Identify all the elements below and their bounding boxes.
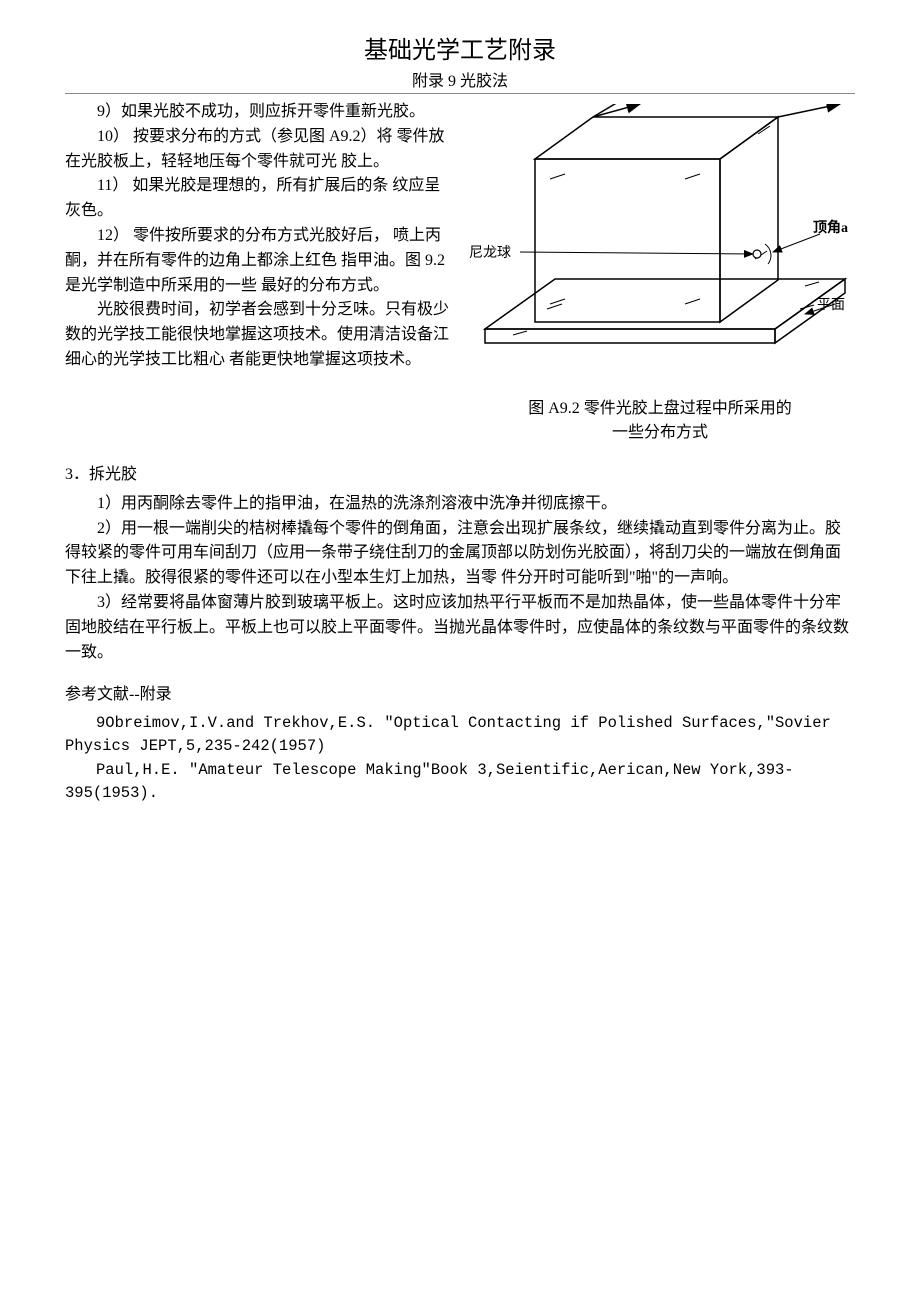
section3-p3: 3）经常要将晶体窗薄片胶到玻璃平板上。这时应该加热平行平板而不是加热晶体，使一些… xyxy=(65,591,855,665)
references-heading: 参考文献--附录 xyxy=(65,683,855,708)
figure-column: 尼龙球 顶角a 平面 图 A9.2 零件光胶上盘过程中所采用的 一些分布方式 xyxy=(465,100,855,445)
reference-1: 9Obreimov,I.V.and Trekhov,E.S. "Optical … xyxy=(65,712,855,759)
section3-p1: 1）用丙酮除去零件上的指甲油，在温热的洗涤剂溶液中洗净并彻底擦干。 xyxy=(65,492,855,517)
paragraph-12: 12） 零件按所要求的分布方式光胶好后， 喷上丙酮，并在所有零件的边角上都涂上红… xyxy=(65,224,455,298)
paragraph-11: 11） 如果光胶是理想的，所有扩展后的条 纹应呈灰色。 xyxy=(65,174,455,224)
section-3-heading: 3．拆光胶 xyxy=(65,463,855,488)
label-nylon-text: 尼龙球 xyxy=(469,245,511,261)
two-column-layout: 9）如果光胶不成功，则应拆开零件重新光胶。 10） 按要求分布的方式（参见图 A… xyxy=(65,100,855,445)
label-plane-text: 平面 xyxy=(817,298,845,313)
left-text-column: 9）如果光胶不成功，则应拆开零件重新光胶。 10） 按要求分布的方式（参见图 A… xyxy=(65,100,455,445)
paragraph-10: 10） 按要求分布的方式（参见图 A9.2）将 零件放在光胶板上，轻轻地压每个零… xyxy=(65,125,455,175)
reference-2: Paul,H.E. "Amateur Telescope Making"Book… xyxy=(65,759,855,806)
figure-caption-line1: 图 A9.2 零件光胶上盘过程中所采用的 xyxy=(465,397,855,421)
figure-caption: 图 A9.2 零件光胶上盘过程中所采用的 一些分布方式 xyxy=(465,397,855,445)
paragraph-9: 9）如果光胶不成功，则应拆开零件重新光胶。 xyxy=(65,100,455,125)
paragraph-13: 光胶很费时间，初学者会感到十分乏味。只有极少数的光学技工能很快地掌握这项技术。使… xyxy=(65,298,455,372)
references-block: 9Obreimov,I.V.and Trekhov,E.S. "Optical … xyxy=(65,712,855,805)
section3-p2: 2）用一根一端削尖的桔树棒撬每个零件的倒角面，注意会出现扩展条纹，继续撬动直到零… xyxy=(65,517,855,591)
figure-diagram: 尼龙球 顶角a 平面 xyxy=(465,104,855,384)
page-subtitle: 附录 9 光胶法 xyxy=(65,67,855,91)
figure-caption-line2: 一些分布方式 xyxy=(465,421,855,445)
label-angle-text: 顶角a xyxy=(813,219,848,236)
page-title: 基础光学工艺附录 xyxy=(65,30,855,65)
header-divider xyxy=(65,93,855,94)
